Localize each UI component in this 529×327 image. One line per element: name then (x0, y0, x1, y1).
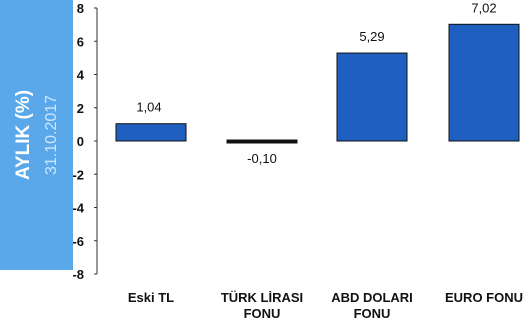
y-tick-label: 2 (77, 101, 84, 116)
bar (115, 123, 187, 142)
side-panel (0, 0, 73, 270)
category-label: EURO FONU (445, 290, 523, 305)
bar (448, 23, 520, 142)
y-tick-label: -6 (72, 234, 84, 249)
data-label: -0,10 (247, 151, 277, 166)
bars (115, 23, 520, 144)
y-tick-label: 4 (77, 68, 85, 83)
category-label: TÜRK LİRASI (221, 290, 303, 305)
y-tick-label: -2 (72, 167, 84, 182)
category-label: ABD DOLARI (331, 290, 413, 305)
side-title: AYLIK (%) (13, 90, 34, 180)
side-date: 31.10.2017 (43, 95, 60, 175)
bar (226, 139, 298, 144)
y-axis: -8 -6 -4 -2 0 2 4 6 8 (72, 1, 98, 282)
y-tick-label: 0 (77, 134, 84, 149)
data-label: 5,29 (359, 29, 384, 44)
category-label: FONU (354, 306, 391, 321)
y-tick-label: 6 (77, 34, 84, 49)
bar (336, 52, 408, 142)
data-label: 1,04 (136, 100, 161, 115)
side-label: AYLIK (%) 31.10.2017 (13, 90, 60, 180)
y-tick-label: -4 (72, 201, 84, 216)
category-label: Eski TL (128, 290, 174, 305)
y-tick-label: 8 (77, 1, 84, 16)
data-labels: 1,04 -0,10 5,29 7,02 (136, 0, 496, 166)
category-label: FONU (244, 306, 281, 321)
data-label: 7,02 (471, 0, 496, 15)
y-tick-label: -8 (72, 267, 84, 282)
